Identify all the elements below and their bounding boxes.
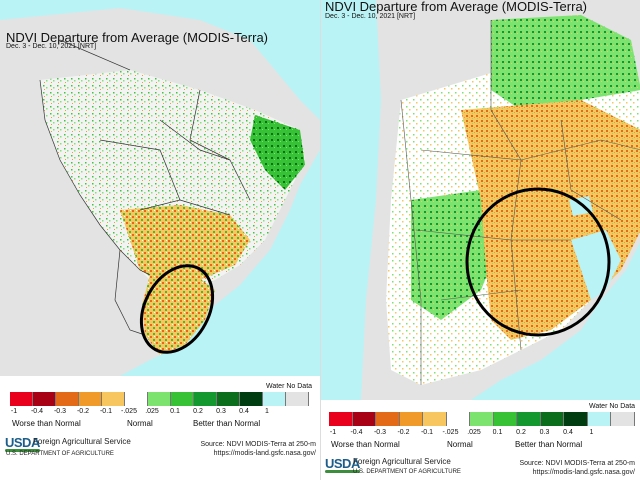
legend-tick-label: -0.2 — [397, 429, 410, 436]
legend-swatch — [56, 392, 79, 406]
legend-swatch — [470, 412, 494, 426]
province-borders — [400, 20, 640, 385]
legend-swatch — [517, 412, 541, 426]
legend-swatches — [329, 412, 635, 426]
legend-water-no-data-label: Water No Data — [589, 403, 636, 410]
map-title: NDVI Departure from Average (MODIS-Terra… — [6, 30, 268, 45]
department-name: U.S. DEPARTMENT OF AGRICULTURE — [353, 469, 461, 475]
legend-tick-label: 0.4 — [239, 408, 249, 415]
source-text: Source: NDVI MODIS-Terra at 250-m — [200, 441, 316, 448]
legend-swatch — [286, 392, 309, 406]
legend-swatch — [587, 412, 611, 426]
legend-swatch — [171, 392, 194, 406]
legend-swatch — [263, 392, 286, 406]
legend-categories: Worse than Normal Normal Better than Nor… — [329, 440, 635, 452]
right-map — [321, 0, 640, 400]
legend-swatch — [194, 392, 217, 406]
legend-tick-label: -0.4 — [350, 429, 363, 436]
southern-brazil-decline — [142, 275, 215, 355]
legend-swatch — [102, 392, 125, 406]
map-date-range: Dec. 3 - Dec. 10, 2021 [NRT] — [325, 13, 416, 20]
agency-name: Foreign Agricultural Service — [33, 437, 131, 446]
usda-logo: USDA — [325, 456, 360, 473]
right-map-panel: NDVI Departure from Average (MODIS-Terra… — [320, 0, 640, 480]
legend-swatch — [329, 412, 353, 426]
legend-tick-label: -.025 — [442, 429, 459, 436]
legend-tick-label: 1 — [265, 408, 269, 415]
northeast-coast-improvement — [250, 115, 305, 190]
legend-tick-label: -0.3 — [373, 429, 387, 436]
legend-tick-label: -1 — [329, 429, 337, 436]
legend-swatch — [33, 392, 56, 406]
left-footer: USDA Foreign Agricultural Service U.S. D… — [0, 432, 320, 480]
highlight-ring — [139, 264, 215, 354]
legend-swatch — [540, 412, 564, 426]
legend-tick-label: -0.1 — [99, 408, 113, 415]
legend-ticks: -1 -0.4 -0.3 -0.2 -0.1 -.025 .025 0.1 0.2 0.3 0.4 1 — [10, 408, 310, 418]
legend-ticks: -1 -0.4 -0.3 -0.2 -0.1 -.025 .025 0.1 0.2 0.3 0.4 1 — [329, 429, 635, 439]
legend-swatch — [611, 412, 635, 426]
left-map — [0, 0, 320, 376]
usda-logo: USDA — [5, 435, 40, 452]
legend-tick-label: 0.2 — [193, 408, 203, 415]
legend-swatch — [79, 392, 102, 406]
legend-tick-label: -0.2 — [76, 408, 90, 415]
legend-tick-label: 0.4 — [563, 429, 573, 436]
legend-swatch — [217, 392, 240, 406]
agency-name: Foreign Agricultural Service — [353, 457, 451, 466]
map-date-range: Dec. 3 - Dec. 10, 2021 [NRT] — [6, 43, 97, 50]
legend-swatch — [148, 392, 171, 406]
map-title: NDVI Departure from Average (MODIS-Terra… — [325, 0, 587, 14]
legend-swatch — [564, 412, 588, 426]
ndvi-legend: Water No Data -1 -0.4 -0.3 -0.2 -0.1 -.025 .02… — [10, 383, 313, 431]
source-url: https://modis-land.gsfc.nasa.gov/ — [532, 469, 635, 476]
legend-tick-label: -0.4 — [30, 408, 44, 415]
legend-categories: Worse than Normal Normal Better than Nor… — [10, 419, 310, 431]
legend-swatch — [10, 392, 33, 406]
legend-water-no-data-label: Water No Data — [266, 383, 313, 390]
legend-swatch — [446, 412, 470, 426]
legend-swatch — [399, 412, 423, 426]
legend-swatches — [10, 392, 310, 406]
legend-tick-label: 0.1 — [170, 408, 180, 415]
legend-tick-label: .025 — [145, 408, 159, 415]
legend-worse-label: Worse than Normal — [12, 419, 81, 428]
source-url: https://modis-land.gsfc.nasa.gov/ — [213, 450, 316, 457]
department-name: U.S. DEPARTMENT OF AGRICULTURE — [6, 451, 114, 457]
northern-green-zone — [491, 15, 640, 110]
legend-normal-label: Normal — [447, 440, 473, 449]
ndvi-legend: Water No Data -1 -0.4 -0.3 -0.2 -0.1 -.025 .02… — [329, 402, 635, 450]
legend-worse-label: Worse than Normal — [331, 440, 400, 449]
legend-tick-label: -.025 — [121, 408, 137, 415]
legend-swatch — [352, 412, 376, 426]
legend-swatch — [240, 392, 263, 406]
left-map-panel: NDVI Departure from Average (MODIS-Terra… — [0, 0, 320, 480]
legend-tick-label: 0.2 — [516, 429, 526, 436]
legend-tick-label: 0.3 — [216, 408, 226, 415]
legend-swatch — [493, 412, 517, 426]
legend-swatch — [423, 412, 447, 426]
legend-better-label: Better than Normal — [515, 440, 583, 449]
highlight-ring — [465, 187, 611, 337]
legend-tick-label: -0.1 — [420, 429, 434, 436]
south-central-brazil-decline — [120, 205, 250, 285]
country-borders — [39, 39, 251, 336]
legend-better-label: Better than Normal — [193, 419, 261, 428]
source-text: Source: NDVI MODIS-Terra at 250-m — [519, 460, 635, 467]
legend-swatch — [125, 392, 148, 406]
legend-tick-label: -0.3 — [53, 408, 67, 415]
legend-tick-label: 1 — [589, 429, 594, 436]
legend-normal-label: Normal — [127, 419, 153, 428]
legend-swatch — [376, 412, 400, 426]
legend-tick-label: 0.3 — [539, 429, 550, 436]
legend-tick-label: .025 — [467, 429, 481, 436]
legend-tick-label: -1 — [10, 408, 18, 415]
right-footer: USDA Foreign Agricultural Service U.S. D… — [321, 452, 640, 480]
legend-tick-label: 0.1 — [492, 429, 503, 436]
